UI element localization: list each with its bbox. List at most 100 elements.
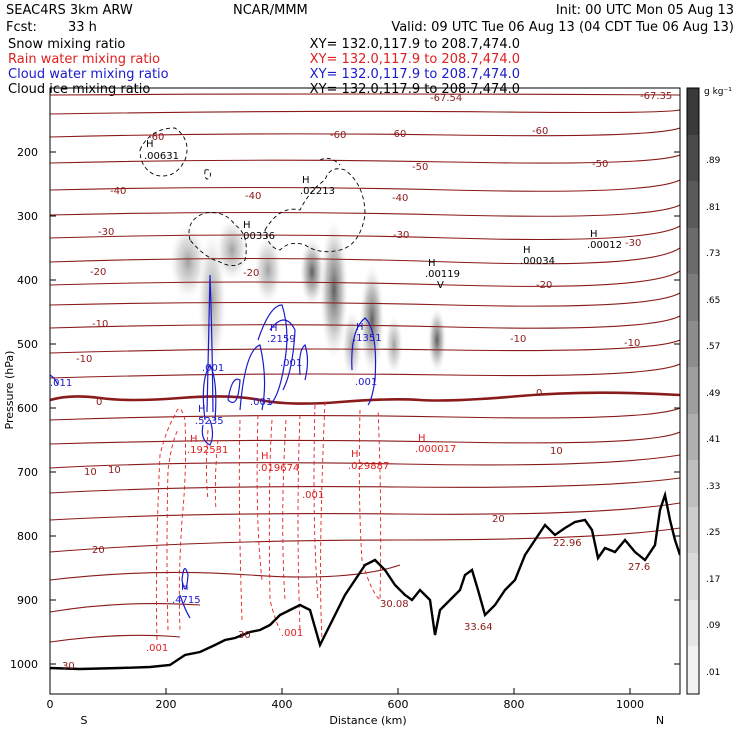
isotherm-label: 10 <box>108 465 121 476</box>
plot-frame <box>49 87 681 695</box>
isotherm-label: 10 <box>550 446 563 457</box>
max-h: H <box>523 245 531 256</box>
y-tick-label: 400 <box>17 274 38 287</box>
y-axis-label: Pressure (hPa) <box>3 351 16 430</box>
field-cloudwater-name: Cloud water mixing ratio <box>8 67 169 82</box>
rain-water-contours <box>155 401 382 641</box>
y-axis: 200 300 400 500 600 700 800 900 1000 Pre… <box>3 146 680 671</box>
isotherm-label: 27.6 <box>628 562 650 573</box>
field-cloudice-xy: XY= 132.0,117.9 to 208.7,474.0 <box>310 82 520 97</box>
isotherm-label: 30 <box>62 661 75 672</box>
x-axis: 0 200 400 600 800 1000 S N Distance (km) <box>47 688 664 727</box>
x-tick-label: 0 <box>47 698 54 711</box>
max-value: .029887 <box>348 461 389 472</box>
x-tick-label: 1000 <box>616 698 644 711</box>
isotherm-label: -67.35 <box>640 91 672 102</box>
max-h: H <box>590 229 598 240</box>
max-h: H <box>146 139 154 150</box>
colorbar-level: .49 <box>706 389 721 399</box>
isotherm-label: 0 <box>536 388 542 399</box>
contour-value: .001 <box>281 628 303 639</box>
model-title: SEAC4RS 3km ARW <box>6 3 133 18</box>
max-value: .00119 <box>425 269 460 280</box>
valid-time: Valid: 09 UTC Tue 06 Aug 13 (04 CDT Tue … <box>391 20 734 35</box>
max-value: .5235 <box>195 416 224 427</box>
max-value: .00336 <box>240 231 275 242</box>
max-h: H <box>270 323 278 334</box>
max-value: .02213 <box>300 186 335 197</box>
field-cloudwater-xy: XY= 132.0,117.9 to 208.7,474.0 <box>310 67 520 82</box>
x-tick-label: 800 <box>504 698 525 711</box>
contour-value: .001 <box>302 490 324 501</box>
field-cloudice-name: Cloud ice mixing ratio <box>8 82 150 97</box>
max-value: .00631 <box>144 151 179 162</box>
field-rain-xy: XY= 132.0,117.9 to 208.7,474.0 <box>310 52 520 67</box>
forecast-hour: 33 h <box>68 20 97 35</box>
max-value: .00034 <box>520 256 555 267</box>
isotherm-label: -50 <box>412 162 428 173</box>
colorbar-level: .65 <box>706 296 720 306</box>
max-h: H <box>428 258 436 269</box>
cloud-water-contours <box>50 274 377 619</box>
isotherm-label: -40 <box>245 191 261 202</box>
colorbar-level: .09 <box>706 621 721 631</box>
colorbar-level: .73 <box>706 249 720 259</box>
x-end-label-south: S <box>81 714 88 727</box>
contour-value: .001 <box>146 643 168 654</box>
max-h: H <box>243 220 251 231</box>
isotherm-label: 33.64 <box>464 622 493 633</box>
cloud-ice-contours <box>139 127 366 266</box>
isotherm-label: -60 <box>390 129 406 140</box>
forecast-label: Fcst: <box>6 20 37 35</box>
colorbar-level: .33 <box>706 482 720 492</box>
isotherm-label: -10 <box>92 319 108 330</box>
isotherm-label: -60 <box>330 130 346 141</box>
isotherm-label: -30 <box>98 227 114 238</box>
snow-shading <box>170 218 446 380</box>
isotherm-label: 30.08 <box>380 599 409 610</box>
init-time: Init: 00 UTC Mon 05 Aug 13 <box>556 3 734 18</box>
isotherm-label: -30 <box>393 230 409 241</box>
field-snow-name: Snow mixing ratio <box>8 37 125 52</box>
max-h: H <box>418 433 426 444</box>
max-value: .2159 <box>267 334 296 345</box>
max-h: H <box>261 451 269 462</box>
max-value: .192531 <box>187 445 228 456</box>
y-tick-label: 500 <box>17 338 38 351</box>
max-value: .019674 <box>258 463 299 474</box>
isotherm-label: -20 <box>536 280 552 291</box>
x-tick-label: 400 <box>272 698 293 711</box>
org-title: NCAR/MMM <box>233 3 308 18</box>
max-h: H <box>181 582 189 593</box>
isotherm-label: -10 <box>510 334 526 345</box>
colorbar-level: .41 <box>706 435 720 445</box>
isotherm-label: 22.96 <box>553 538 582 549</box>
plot-content <box>50 93 680 671</box>
contour-value: V <box>437 280 444 291</box>
max-h: H <box>190 434 198 445</box>
contour-value: .001 <box>250 397 272 408</box>
field-snow-xy: XY= 132.0,117.9 to 208.7,474.0 <box>310 37 520 52</box>
isotherm-label: -60 <box>148 132 164 143</box>
colorbar-level: .89 <box>706 156 721 166</box>
isotherm-label: -50 <box>592 159 608 170</box>
isotherm-label: -10 <box>624 338 640 349</box>
colorbar: g kg⁻¹ .01 .09 .17 .25 .33 .41 .49 .57 .… <box>686 87 732 695</box>
isotherm-label: -67.54 <box>430 93 462 104</box>
isotherm-label: 20 <box>492 514 505 525</box>
max-h: H <box>351 449 359 460</box>
terrain-profile <box>50 490 680 671</box>
x-tick-label: 200 <box>156 698 177 711</box>
isotherm-label: -30 <box>625 238 641 249</box>
x-end-label-north: N <box>656 714 664 727</box>
contour-value-labels: .001 .001 .001 .001 .011 .001 .001 .001 … <box>50 280 444 654</box>
y-tick-label: 300 <box>17 210 38 223</box>
isotherm-label: 0 <box>96 397 102 408</box>
colorbar-level: .17 <box>706 575 720 585</box>
max-h: H <box>356 322 364 333</box>
contour-value: .001 <box>202 363 224 374</box>
contour-value: .011 <box>50 378 72 389</box>
x-axis-label: Distance (km) <box>329 714 406 727</box>
x-tick-label: 600 <box>388 698 409 711</box>
